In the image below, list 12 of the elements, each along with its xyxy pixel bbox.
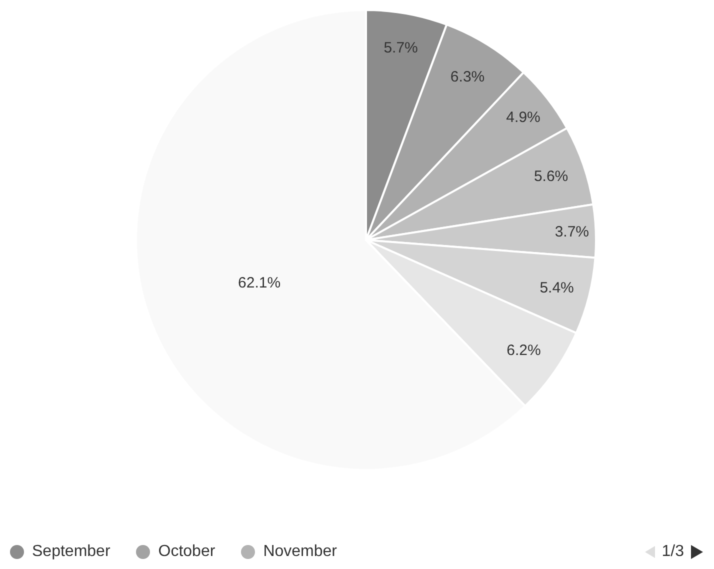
data-label: 5.6%	[534, 168, 568, 185]
data-label: 5.4%	[540, 280, 574, 297]
legend-label: October	[158, 543, 216, 561]
data-label: 4.9%	[506, 108, 540, 126]
data-label: 6.3%	[450, 68, 485, 86]
legend-label: November	[263, 543, 337, 561]
data-label: 6.2%	[506, 342, 541, 360]
data-label: 5.7%	[384, 39, 418, 56]
data-label: 62.1%	[238, 274, 281, 292]
legend-label: September	[32, 543, 110, 561]
data-label: 3.7%	[554, 223, 590, 240]
text: 1/3	[662, 543, 684, 561]
